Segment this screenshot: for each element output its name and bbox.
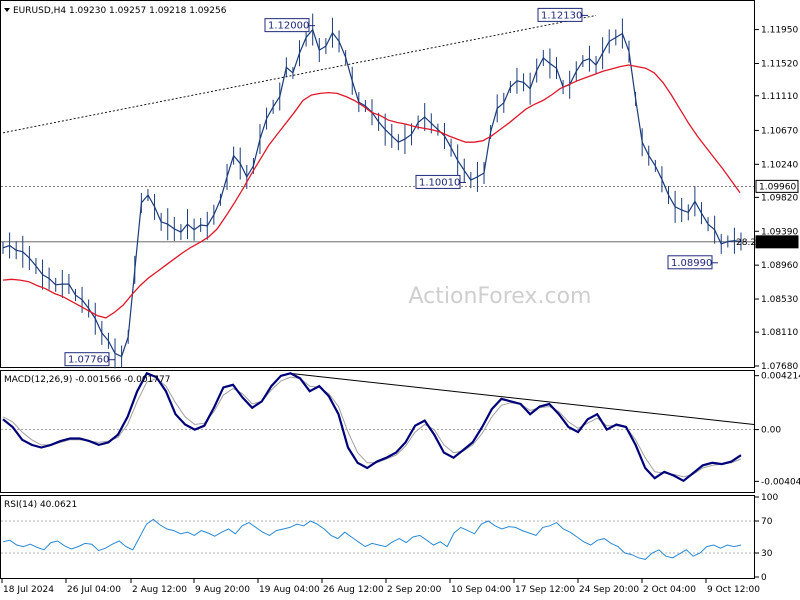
- rsi-line: [2, 518, 742, 560]
- time-tick-label: 9 Aug 20:00: [195, 585, 250, 595]
- price-tick-label: 1.07680: [761, 362, 798, 372]
- moving-average-line: [2, 64, 741, 319]
- dotted-trendline: [2, 14, 597, 134]
- price-level-badge: [755, 235, 799, 249]
- macd-axis-ticks: 0.004214 0.00 -0.004047: [755, 372, 800, 487]
- trendlines: [2, 14, 755, 425]
- macd-panel-title: MACD(12,26,9) -0.001566 -0.001777: [4, 375, 170, 385]
- time-tick-label: 2 Aug 12:00: [132, 585, 187, 595]
- price-line-extra-label: 28.2: [736, 238, 756, 248]
- price-tick-label: 1.08530: [761, 295, 798, 305]
- price-tick-label: 1.08110: [761, 328, 798, 338]
- macd-panel-frame: [0, 370, 755, 493]
- macd-tick-label: -0.004047: [761, 477, 800, 487]
- macd-tick-label: 0.004214: [761, 372, 800, 382]
- price-tick-label: 1.11520: [761, 59, 798, 69]
- panel-menu-triangle-icon[interactable]: [4, 8, 10, 12]
- time-tick-label: 24 Sep 20:00: [579, 585, 639, 595]
- time-tick-label: 2 Oct 04:00: [643, 585, 696, 595]
- price-level-badge: [755, 179, 799, 193]
- time-tick-label: 17 Sep 12:00: [515, 585, 575, 595]
- price-tick-label: 1.10670: [761, 126, 798, 136]
- price-panel-title: EURUSD,H4 1.09230 1.09257 1.09218 1.0925…: [13, 6, 227, 16]
- time-tick-label: 19 Aug 04:00: [259, 585, 320, 595]
- price-tick-label: 1.09820: [761, 193, 798, 203]
- rsi-levels: [1, 520, 754, 554]
- price-annotation-label: 1.07760: [68, 355, 109, 366]
- price-annotation-label: 1.12130: [541, 10, 582, 21]
- rsi-tick-label: 70: [761, 517, 773, 527]
- rsi-panel-title: RSI(14) 40.0621: [4, 500, 77, 510]
- time-tick-label: 26 Aug 12:00: [323, 585, 384, 595]
- price-annotations: 1.12000 1.12130 1.10010 1.08990 1.07760: [64, 7, 718, 367]
- time-tick-label: 10 Sep 04:00: [451, 585, 511, 595]
- price-tick-label: 1.09390: [761, 227, 798, 237]
- time-tick-label: 26 Jul 04:00: [67, 585, 121, 595]
- price-axis-ticks: 1.11950 1.11520 1.11110 1.10670 1.10240 1.098…: [755, 26, 799, 372]
- time-tick-label: 18 Jul 2024: [3, 585, 54, 595]
- time-axis-labels: 18 Jul 2024 26 Jul 04:00 2 Aug 12:00 9 Aug …: [1, 579, 760, 595]
- price-reference-lines: [1, 185, 754, 243]
- macd-tick-label: 0.00: [761, 426, 781, 436]
- rsi-tick-label: 0: [761, 573, 767, 583]
- moving-average-series: [2, 64, 741, 319]
- price-tick-label: 1.11950: [761, 26, 798, 36]
- price-tick-label: 1.11110: [761, 92, 798, 102]
- price-level-badge-label: 1.09256: [759, 238, 796, 248]
- price-tick-label: 1.08960: [761, 261, 798, 271]
- rsi-panel-frame: [0, 495, 755, 579]
- macd-series: [2, 371, 742, 483]
- rsi-series: [2, 518, 742, 560]
- rsi-tick-label: 100: [761, 493, 778, 503]
- rsi-tick-label: 30: [761, 549, 773, 559]
- price-tick-label: 1.10240: [761, 160, 798, 170]
- price-series: [2, 13, 742, 369]
- macd-main-line: [2, 371, 742, 483]
- rsi-axis-ticks: 100 70 30 0: [755, 493, 778, 583]
- price-level-badge-label: 1.09960: [759, 182, 796, 192]
- price-annotation-label: 1.12000: [268, 21, 309, 32]
- price-annotation-label: 1.08990: [671, 258, 712, 269]
- macd-trendline: [288, 372, 755, 425]
- watermark: ActionForex.com: [409, 284, 592, 309]
- time-tick-label: 9 Oct 12:00: [707, 585, 760, 595]
- price-annotation-label: 1.10010: [419, 177, 460, 188]
- time-tick-label: 2 Sep 20:00: [387, 585, 442, 595]
